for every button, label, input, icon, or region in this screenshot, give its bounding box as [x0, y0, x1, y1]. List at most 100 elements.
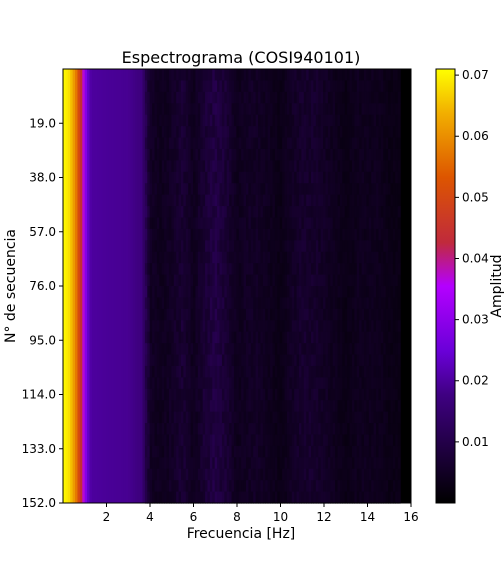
heatmap-cell — [364, 468, 368, 481]
heatmap-cell — [291, 126, 295, 139]
heatmap-cell — [250, 286, 254, 299]
heatmap-cell — [267, 183, 271, 196]
heatmap-cell — [351, 354, 355, 367]
heatmap-cell — [349, 480, 353, 493]
heatmap-cell — [313, 320, 317, 333]
heatmap-cell — [359, 228, 363, 241]
heatmap-cell — [296, 491, 300, 504]
heatmap-cell — [156, 423, 160, 436]
heatmap-cell — [325, 423, 329, 436]
heatmap-cell — [368, 206, 372, 219]
heatmap-cell — [226, 491, 230, 504]
heatmap-cell — [291, 240, 295, 253]
heatmap-cell — [318, 183, 322, 196]
heatmap-column — [87, 69, 91, 503]
heatmap-cell — [173, 445, 177, 458]
heatmap-cell — [337, 354, 341, 367]
heatmap-cell — [354, 286, 358, 299]
heatmap-cell — [233, 228, 237, 241]
heatmap-cell — [323, 423, 327, 436]
heatmap-cell — [390, 343, 394, 356]
heatmap-cell — [173, 491, 177, 504]
heatmap-cell — [323, 480, 327, 493]
heatmap-cell — [318, 171, 322, 184]
heatmap-cell — [180, 423, 185, 436]
heatmap-cell — [366, 423, 370, 436]
heatmap-cell — [202, 137, 206, 150]
heatmap-cell — [274, 114, 278, 127]
heatmap-cell — [197, 434, 201, 447]
heatmap-cell — [260, 423, 264, 436]
heatmap-cell — [308, 217, 312, 230]
heatmap-cell — [327, 343, 331, 356]
heatmap-cell — [303, 240, 307, 253]
heatmap-cell — [395, 240, 399, 253]
heatmap-cell — [214, 308, 218, 321]
heatmap-cell — [265, 377, 269, 390]
heatmap-cell — [164, 126, 168, 139]
heatmap-cell — [347, 206, 351, 219]
heatmap-cell — [303, 217, 307, 230]
heatmap-cell — [274, 263, 278, 276]
heatmap-cell — [265, 297, 269, 310]
heatmap-cell — [221, 480, 225, 493]
heatmap-cell — [354, 126, 358, 139]
heatmap-cell — [149, 148, 153, 161]
heatmap-cell — [154, 343, 158, 356]
heatmap-cell — [354, 434, 358, 447]
heatmap-cell — [156, 331, 160, 344]
heatmap-cell — [202, 377, 206, 390]
heatmap-cell — [296, 80, 300, 93]
heatmap-cell — [364, 80, 368, 93]
heatmap-cell — [366, 297, 370, 310]
heatmap-cell — [272, 148, 276, 161]
heatmap-cell — [356, 411, 360, 424]
heatmap-cell — [250, 468, 254, 481]
heatmap-cell — [277, 445, 281, 458]
heatmap-cell — [248, 331, 252, 344]
heatmap-cell — [378, 286, 382, 299]
heatmap-cell — [207, 206, 211, 219]
heatmap-cell — [180, 400, 185, 413]
heatmap-cell — [164, 194, 168, 207]
heatmap-cell — [207, 217, 211, 230]
heatmap-cell — [250, 240, 254, 253]
heatmap-cell — [301, 445, 305, 458]
heatmap-cell — [388, 80, 392, 93]
heatmap-cell — [171, 491, 175, 504]
heatmap-cell — [164, 274, 168, 287]
heatmap-cell — [359, 137, 363, 150]
heatmap-cell — [311, 217, 315, 230]
heatmap-cell — [214, 457, 218, 470]
heatmap-cell — [246, 388, 250, 401]
heatmap-cell — [202, 228, 206, 241]
heatmap-cell — [327, 160, 331, 173]
heatmap-cell — [311, 228, 315, 241]
heatmap-cell — [226, 137, 230, 150]
heatmap-cell — [289, 206, 293, 219]
heatmap-cell — [267, 114, 271, 127]
heatmap-cell — [195, 354, 199, 367]
heatmap-cell — [209, 228, 213, 241]
heatmap-cell — [219, 343, 223, 356]
heatmap-cell — [291, 80, 295, 93]
heatmap-cell — [376, 183, 380, 196]
heatmap-cell — [289, 423, 293, 436]
heatmap-cell — [366, 354, 370, 367]
heatmap-cell — [351, 388, 355, 401]
heatmap-cell — [171, 91, 175, 104]
heatmap-cell — [195, 468, 199, 481]
heatmap-cell — [286, 377, 290, 390]
heatmap-cell — [325, 206, 329, 219]
heatmap-cell — [356, 377, 360, 390]
heatmap-cell — [383, 468, 387, 481]
heatmap-cell — [313, 411, 317, 424]
heatmap-cell — [332, 160, 336, 173]
heatmap-cell — [152, 206, 156, 219]
heatmap-cell — [306, 445, 310, 458]
heatmap-cell — [200, 480, 204, 493]
heatmap-cell — [373, 388, 377, 401]
heatmap-cell — [368, 126, 372, 139]
heatmap-cell — [152, 411, 156, 424]
heatmap-cell — [190, 194, 194, 207]
